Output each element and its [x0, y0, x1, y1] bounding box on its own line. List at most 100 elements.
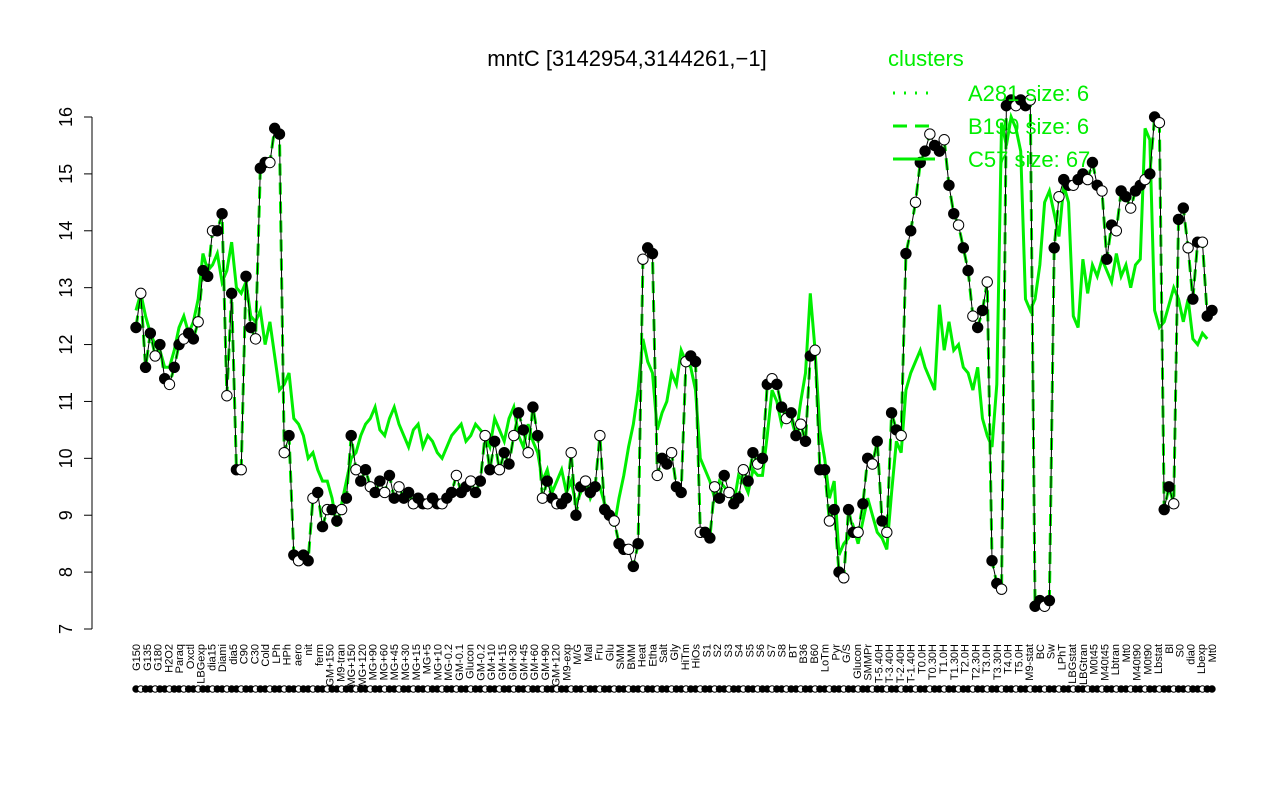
x-tick-label: Pyr	[830, 644, 842, 661]
x-tick-label: G180	[153, 644, 165, 671]
x-tick-label: T-1.40H	[906, 644, 918, 683]
data-point	[527, 401, 539, 413]
data-point	[589, 481, 601, 493]
data-point	[962, 264, 974, 277]
x-tick-label: T3.0H	[981, 644, 993, 674]
x-tick-label: G150	[131, 644, 143, 671]
data-point	[742, 475, 754, 487]
data-point	[211, 225, 223, 237]
data-point	[278, 446, 290, 459]
x-tick-label: T5.0H	[1013, 644, 1025, 674]
data-point	[139, 361, 152, 374]
x-tick-label: MG+10	[432, 644, 444, 680]
x-tick-label: GM+15	[497, 644, 509, 680]
y-tick-label: 15	[56, 164, 76, 184]
data-point	[560, 492, 573, 504]
x-tick-label: GM+10	[486, 644, 498, 680]
data-point	[168, 361, 180, 374]
x-tick-label: T1.30H	[949, 644, 961, 680]
x-tick-label: Mt0	[1121, 644, 1133, 662]
x-tick-label: HPh	[282, 644, 294, 665]
x-tick-label: T0.0H	[916, 644, 928, 674]
data-point	[1153, 116, 1166, 129]
data-point	[326, 503, 338, 516]
data-point	[1172, 213, 1185, 226]
legend-entries: A281 size: 6 B190 size: 6 C57 size: 67	[893, 81, 1090, 172]
x-tick-label: BT	[787, 644, 799, 658]
x-tick-label: G135	[142, 644, 154, 671]
data-point	[756, 452, 769, 465]
data-point	[187, 333, 200, 345]
data-point	[163, 378, 176, 391]
data-point	[474, 475, 487, 487]
x-tick-label: T1.0H	[938, 644, 950, 674]
data-point	[144, 327, 157, 339]
data-point	[508, 429, 520, 442]
x-tick-label: LBGtran	[1078, 644, 1090, 685]
data-point	[665, 446, 678, 459]
data-point	[1053, 190, 1065, 203]
data-point	[1096, 185, 1108, 197]
x-tick-label: Glu	[604, 644, 616, 661]
x-tick-label: LoTm	[820, 644, 832, 672]
data-point	[264, 156, 276, 169]
x-tick-label: Salt	[658, 644, 670, 663]
data-point	[245, 321, 257, 334]
x-tick-label: M/G	[572, 644, 584, 665]
points-layer	[130, 94, 1218, 612]
data-point	[689, 355, 702, 368]
data-point	[971, 321, 984, 334]
data-point	[723, 486, 735, 499]
x-tick-label: S8	[777, 644, 789, 657]
x-tick-label: Etha	[647, 643, 659, 667]
y-tick-label: 11	[56, 392, 76, 411]
y-tick-label: 13	[56, 278, 76, 298]
data-point	[632, 537, 644, 550]
data-point	[828, 503, 840, 516]
data-point	[622, 543, 635, 556]
data-point	[608, 515, 620, 527]
x-tick-label: S4	[734, 644, 746, 657]
x-tick-label: H2O2	[163, 644, 175, 673]
data-point	[350, 464, 362, 476]
data-point	[388, 492, 400, 504]
data-point	[948, 208, 960, 220]
data-point	[933, 145, 946, 157]
data-point	[1158, 503, 1170, 516]
data-point	[809, 344, 821, 356]
y-tick-label: 12	[56, 335, 76, 355]
x-tick-label: GM-0.2	[475, 644, 487, 681]
data-point	[331, 515, 343, 527]
x-tick-label: GM-0.1	[454, 644, 466, 681]
data-point	[493, 464, 506, 476]
data-point	[957, 242, 970, 254]
data-point	[465, 475, 477, 487]
x-tick-label: Lbstat	[1153, 644, 1165, 674]
data-point	[369, 486, 381, 499]
data-point	[283, 429, 295, 442]
data-point	[225, 287, 238, 300]
x-tick-label: Mt0	[1207, 644, 1219, 662]
x-tick-label: MG+5	[422, 644, 434, 674]
x-tick-label: T3.30H	[992, 644, 1004, 680]
data-point	[383, 469, 396, 482]
x-tick-label: LPh	[271, 644, 283, 664]
x-tick-label: HiOs	[691, 644, 703, 669]
data-point	[938, 134, 950, 146]
x-tick-label: S7	[766, 644, 778, 657]
x-tick-label: T-3.40H	[884, 644, 896, 683]
x-tick-label: BMM	[626, 644, 638, 670]
y-tick-label: 7	[56, 624, 76, 634]
x-tick-label: GM+45	[518, 644, 530, 680]
x-tick-label: Mal	[583, 644, 595, 662]
x-tick-label: MG+150	[346, 644, 358, 687]
data-point	[302, 555, 314, 567]
data-point	[737, 464, 750, 476]
x-tick-label: T2.0H	[960, 644, 972, 674]
x-tick-label: Diami	[217, 644, 229, 672]
data-point	[651, 469, 663, 482]
x-tick-label: Heat	[637, 644, 649, 667]
x-tick-label: dia0	[1185, 644, 1197, 665]
x-tick-label: Sw	[1046, 644, 1058, 659]
x-tick-label: LBGexp	[196, 644, 208, 684]
